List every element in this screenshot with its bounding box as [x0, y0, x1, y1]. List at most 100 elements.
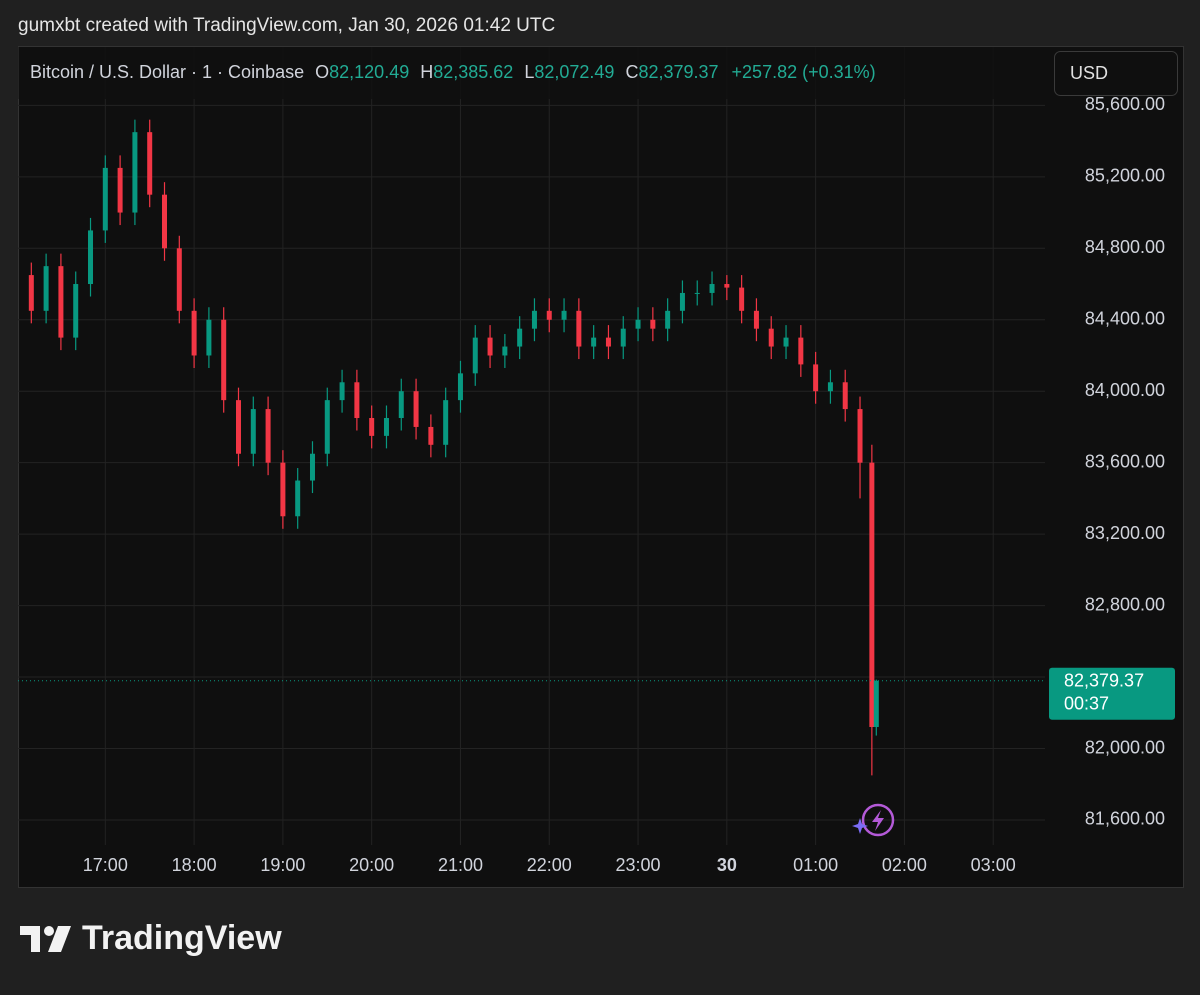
- candle-body: [176, 248, 182, 311]
- candle-body: [295, 480, 301, 517]
- candle-body: [250, 409, 256, 454]
- chart-header: Bitcoin / U.S. Dollar · 1 · Coinbase O82…: [30, 62, 876, 82]
- candle-body: [694, 292, 700, 294]
- x-tick-label: 19:00: [260, 855, 305, 875]
- candle-body: [147, 132, 153, 195]
- candle-body: [546, 310, 552, 320]
- candle-body: [58, 266, 64, 338]
- ohlc-value: 82,120.49: [329, 62, 409, 82]
- candle-body: [28, 275, 34, 311]
- x-tick-label: 02:00: [882, 855, 927, 875]
- candle-body: [132, 132, 138, 213]
- alert-icon: [852, 803, 895, 837]
- candle-body: [324, 400, 330, 454]
- candle-body: [827, 382, 833, 392]
- header-backdrop: [18, 47, 1049, 99]
- x-tick-label: 21:00: [438, 855, 483, 875]
- candle-body: [472, 337, 478, 374]
- ohlc-letter: O: [315, 62, 329, 82]
- price-change: +257.82 (+0.31%): [732, 62, 876, 82]
- candle-body: [162, 194, 168, 249]
- candle-body: [280, 462, 286, 517]
- candle-body: [561, 310, 567, 320]
- y-tick-label: 84,800.00: [1085, 237, 1165, 257]
- candle-body: [73, 284, 79, 338]
- y-tick-label: 85,600.00: [1085, 94, 1165, 114]
- ohlc-value: 82,072.49: [534, 62, 614, 82]
- currency-label[interactable]: USD: [1070, 63, 1108, 83]
- chart-panel: [18, 46, 1184, 888]
- candle-body: [102, 167, 108, 231]
- candle-body: [339, 382, 345, 401]
- candle-body: [88, 230, 94, 285]
- x-tick-label: 03:00: [971, 855, 1016, 875]
- candle-body: [768, 328, 774, 347]
- x-tick-label: 17:00: [83, 855, 128, 875]
- candle-body: [531, 310, 537, 329]
- candle-body: [665, 310, 671, 329]
- candle-body: [842, 382, 848, 410]
- y-tick-label: 84,000.00: [1085, 380, 1165, 400]
- candle-body: [753, 310, 759, 329]
- x-tick-label: 20:00: [349, 855, 394, 875]
- candle-body: [309, 453, 315, 481]
- candle-body: [221, 319, 227, 401]
- countdown-label: 00:37: [1064, 693, 1109, 713]
- candle-body: [206, 319, 212, 356]
- brand-logo: [20, 926, 71, 952]
- y-tick-label: 84,400.00: [1085, 308, 1165, 328]
- candle-body: [739, 287, 745, 311]
- y-tick-label: 82,000.00: [1085, 737, 1165, 757]
- candles: [28, 119, 879, 776]
- candle-body: [869, 462, 875, 727]
- last-price-label: 82,379.37: [1064, 670, 1144, 690]
- ohlc-value: 82,385.62: [433, 62, 513, 82]
- y-tick-label: 83,600.00: [1085, 451, 1165, 471]
- candle-body: [724, 284, 730, 288]
- candle-body: [591, 337, 597, 347]
- candle-body: [383, 418, 389, 436]
- ohlc-letter: L: [524, 62, 534, 82]
- candle-body: [502, 346, 508, 356]
- x-tick-label: 22:00: [527, 855, 572, 875]
- symbol-title: Bitcoin / U.S. Dollar · 1 · Coinbase: [30, 62, 304, 82]
- candle-body: [369, 418, 375, 436]
- candle-body: [428, 426, 434, 445]
- candle-body: [265, 409, 271, 463]
- y-tick-label: 83,200.00: [1085, 523, 1165, 543]
- last-price-tag: [1049, 667, 1175, 720]
- candle-body: [576, 310, 582, 347]
- y-tick-label: 85,200.00: [1085, 166, 1165, 186]
- candle-body: [443, 400, 449, 445]
- candle-body: [457, 373, 463, 401]
- candle-body: [857, 409, 863, 463]
- candle-body: [798, 337, 804, 365]
- candle-body: [117, 167, 123, 213]
- currency-button[interactable]: [1054, 51, 1178, 96]
- candle-body: [517, 328, 523, 347]
- candle-body: [813, 364, 819, 392]
- candle-body: [620, 328, 626, 347]
- candle-body: [487, 337, 493, 356]
- candle-body: [679, 292, 685, 311]
- candle-body: [635, 319, 641, 329]
- caption: gumxbt created with TradingView.com, Jan…: [18, 15, 555, 36]
- brand-name: TradingView: [82, 919, 282, 957]
- candle-body: [43, 266, 49, 311]
- x-tick-label: 01:00: [793, 855, 838, 875]
- x-tick-label: 18:00: [172, 855, 217, 875]
- ohlc-letter: C: [625, 62, 638, 82]
- candle-body: [605, 337, 611, 347]
- y-tick-label: 81,600.00: [1085, 809, 1165, 829]
- candle-body: [783, 337, 789, 347]
- x-tick-label: 30: [717, 855, 737, 875]
- candle-body: [235, 400, 241, 454]
- candle-body: [650, 319, 656, 329]
- ohlc-value: 82,379.37: [638, 62, 718, 82]
- candle-body: [191, 310, 197, 356]
- candle-body: [873, 680, 879, 727]
- axes: 81,600.0082,000.0082,400.0082,800.0083,2…: [18, 94, 1175, 875]
- candle-body: [354, 382, 360, 419]
